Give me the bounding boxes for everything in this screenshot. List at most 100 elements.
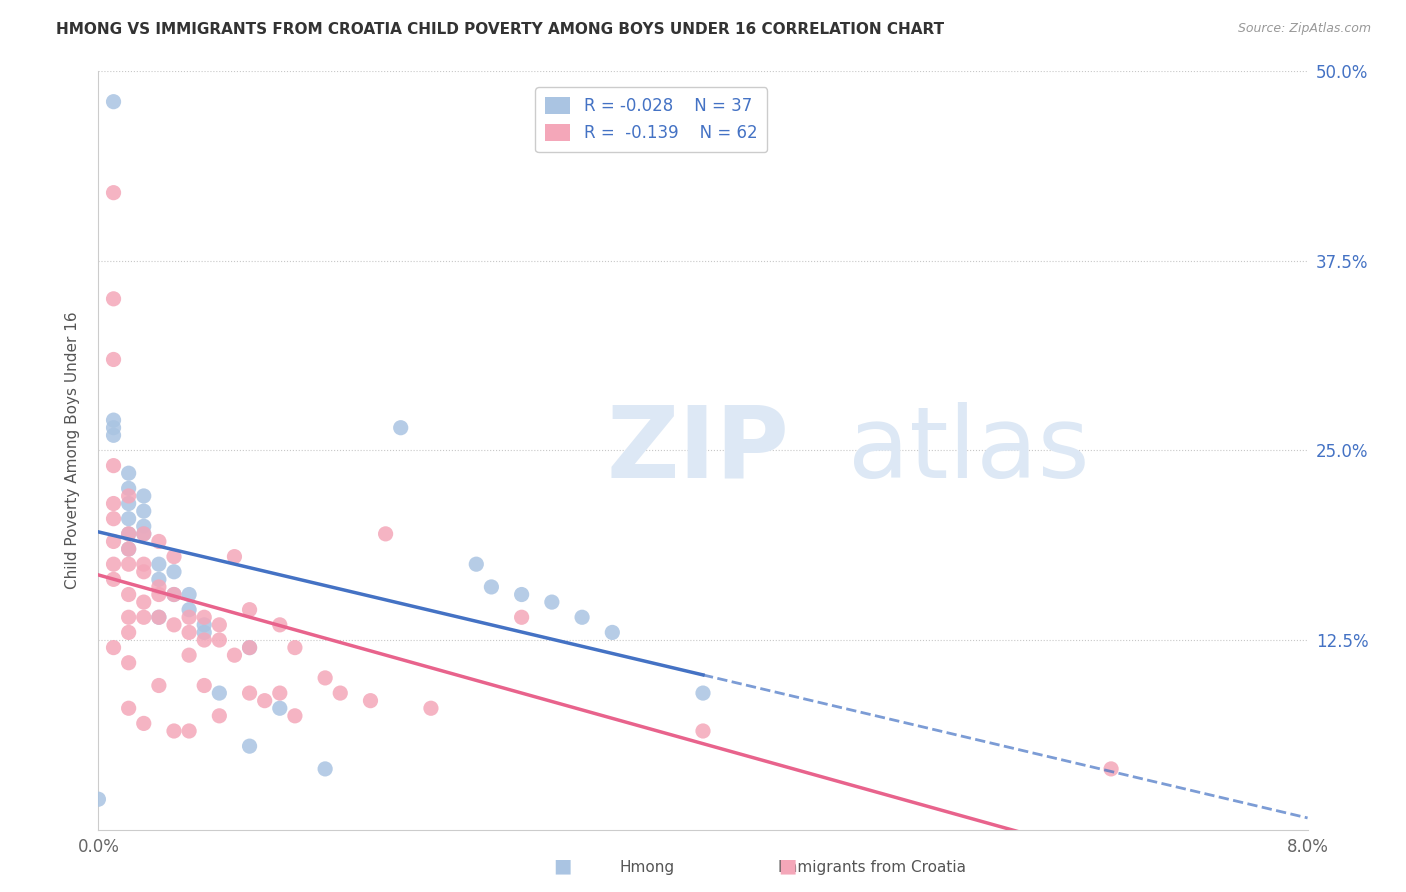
Point xyxy=(103,458,125,473)
Point xyxy=(374,526,396,541)
Point xyxy=(148,580,170,594)
Point xyxy=(118,496,141,510)
Point xyxy=(132,519,155,533)
Point xyxy=(132,504,155,518)
Point xyxy=(103,573,125,587)
Point xyxy=(239,739,262,753)
Point xyxy=(253,694,276,708)
Point xyxy=(132,610,155,624)
Text: ■: ■ xyxy=(553,856,572,875)
Point xyxy=(163,724,186,739)
Point xyxy=(118,625,141,640)
Point xyxy=(118,542,141,557)
Point xyxy=(179,588,201,602)
Point xyxy=(269,617,291,632)
Text: Hmong: Hmong xyxy=(619,861,675,875)
Point xyxy=(571,610,593,624)
Point xyxy=(103,557,125,572)
Text: atlas: atlas xyxy=(848,402,1090,499)
Point xyxy=(118,482,141,496)
Point xyxy=(208,617,231,632)
Point xyxy=(132,489,155,503)
Point xyxy=(510,588,533,602)
Point xyxy=(163,588,186,602)
Point xyxy=(239,640,262,655)
Point xyxy=(118,656,141,670)
Point xyxy=(692,724,714,739)
Point xyxy=(360,694,382,708)
Text: HMONG VS IMMIGRANTS FROM CROATIA CHILD POVERTY AMONG BOYS UNDER 16 CORRELATION C: HMONG VS IMMIGRANTS FROM CROATIA CHILD P… xyxy=(56,22,945,37)
Point xyxy=(118,489,141,503)
Point xyxy=(148,534,170,549)
Text: Source: ZipAtlas.com: Source: ZipAtlas.com xyxy=(1237,22,1371,36)
Point xyxy=(179,610,201,624)
Point xyxy=(179,648,201,662)
Point xyxy=(540,595,562,609)
Point xyxy=(329,686,352,700)
Point xyxy=(179,625,201,640)
Point xyxy=(208,686,231,700)
Point xyxy=(193,678,215,692)
Point xyxy=(103,95,125,109)
Point xyxy=(239,603,262,617)
Point xyxy=(118,542,141,557)
Point xyxy=(103,640,125,655)
Point xyxy=(103,186,125,200)
Point xyxy=(163,549,186,564)
Point xyxy=(163,588,186,602)
Point xyxy=(163,565,186,579)
Point xyxy=(314,671,336,685)
Point xyxy=(118,588,141,602)
Point xyxy=(465,557,488,572)
Point xyxy=(118,610,141,624)
Point xyxy=(193,625,215,640)
Point xyxy=(103,292,125,306)
Point xyxy=(103,512,125,526)
Point xyxy=(103,428,125,442)
Point xyxy=(87,792,110,806)
Point xyxy=(269,686,291,700)
Point xyxy=(118,557,141,572)
Point xyxy=(208,708,231,723)
Text: ■: ■ xyxy=(778,856,797,875)
Point xyxy=(132,526,155,541)
Point xyxy=(163,617,186,632)
Point xyxy=(420,701,443,715)
Y-axis label: Child Poverty Among Boys Under 16: Child Poverty Among Boys Under 16 xyxy=(65,311,80,590)
Point xyxy=(193,610,215,624)
Point xyxy=(118,526,141,541)
Point xyxy=(1099,762,1122,776)
Point xyxy=(239,640,262,655)
Point xyxy=(269,701,291,715)
Point xyxy=(118,701,141,715)
Point xyxy=(179,603,201,617)
Point xyxy=(103,352,125,367)
Point xyxy=(314,762,336,776)
Point xyxy=(132,595,155,609)
Point xyxy=(132,526,155,541)
Point xyxy=(179,724,201,739)
Point xyxy=(148,557,170,572)
Point xyxy=(148,588,170,602)
Point xyxy=(118,512,141,526)
Point xyxy=(132,565,155,579)
Point xyxy=(389,421,412,435)
Point xyxy=(103,534,125,549)
Point xyxy=(284,640,307,655)
Point xyxy=(510,610,533,624)
Point xyxy=(208,633,231,648)
Point xyxy=(118,526,141,541)
Point xyxy=(118,467,141,481)
Point xyxy=(602,625,624,640)
Point xyxy=(148,610,170,624)
Point xyxy=(692,686,714,700)
Point xyxy=(284,708,307,723)
Point xyxy=(193,617,215,632)
Point xyxy=(132,557,155,572)
Point xyxy=(148,573,170,587)
Point xyxy=(224,648,246,662)
Point xyxy=(193,633,215,648)
Point xyxy=(148,610,170,624)
Point xyxy=(148,678,170,692)
Point xyxy=(239,686,262,700)
